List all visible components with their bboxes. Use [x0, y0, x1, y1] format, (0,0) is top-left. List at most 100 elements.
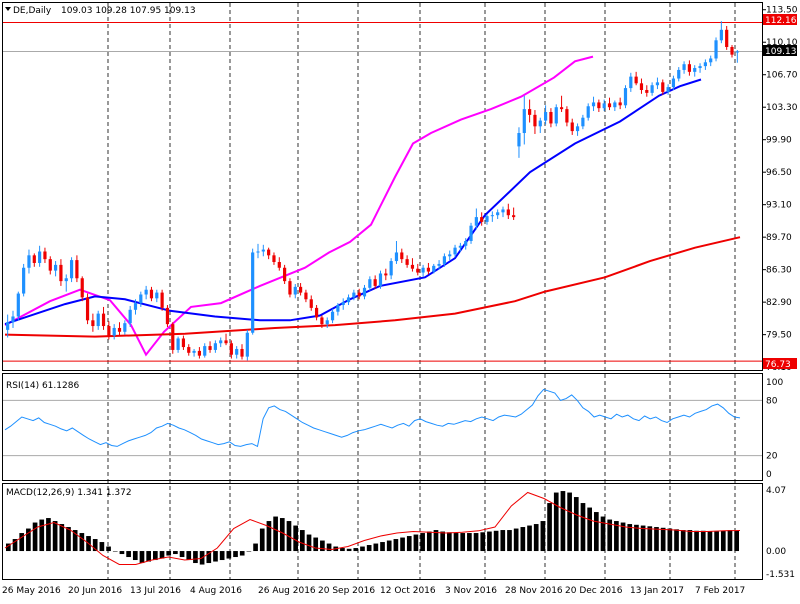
- macd-y-tick-label: 4.07: [766, 486, 786, 496]
- candle-body: [432, 265, 436, 272]
- macd-bar: [52, 521, 58, 552]
- candle-body: [634, 76, 638, 84]
- macd-bar: [413, 534, 419, 552]
- macd-bar: [487, 531, 492, 552]
- macd-bar: [380, 542, 385, 552]
- macd-bar: [159, 551, 165, 559]
- macd-bar: [39, 519, 45, 552]
- candle-body: [192, 350, 196, 353]
- macd-bar: [727, 530, 733, 552]
- candle-body: [341, 302, 345, 306]
- candle-body: [320, 317, 324, 325]
- macd-bar: [72, 530, 78, 552]
- macd-bar: [186, 551, 192, 561]
- symbol-label: DE,Daily: [13, 6, 52, 16]
- macd-bar: [360, 546, 365, 552]
- candle-body: [75, 260, 79, 279]
- candle-body: [575, 126, 580, 132]
- candle-body: [149, 289, 154, 299]
- macd-bar: [313, 537, 319, 552]
- candle-body: [421, 267, 425, 273]
- candle-body: [613, 102, 617, 108]
- macd-bar: [166, 551, 172, 556]
- candle-body: [80, 278, 84, 298]
- x-tick-label: 3 Nov 2016: [445, 586, 497, 596]
- macd-bar: [420, 533, 425, 552]
- candle-body: [474, 217, 478, 226]
- candle-body: [506, 209, 510, 216]
- macd-bar: [720, 530, 726, 552]
- macd-bar: [406, 536, 412, 552]
- rsi-header: RSI(14) 61.1286: [6, 381, 79, 391]
- y-tick-label: 89.70: [766, 233, 792, 243]
- candle-body: [352, 292, 356, 298]
- rsi-pane[interactable]: [2, 373, 763, 481]
- macd-bar: [647, 526, 653, 552]
- candle-body: [586, 106, 590, 118]
- candle-body: [437, 263, 441, 266]
- price-pane[interactable]: [2, 2, 763, 371]
- candle-body: [330, 311, 335, 321]
- x-tick-label: 4 Aug 2016: [190, 586, 242, 596]
- y-tick-label: 106.70: [766, 71, 798, 81]
- candle-body: [394, 252, 399, 262]
- candle-body: [570, 122, 574, 132]
- macd-bar: [6, 543, 11, 552]
- macd-bar: [106, 546, 111, 552]
- candle-body: [171, 324, 175, 350]
- candle-body: [735, 51, 739, 53]
- macd-bar: [540, 521, 546, 552]
- macd-bar: [580, 503, 586, 552]
- y-tick-label: 79.50: [766, 331, 792, 341]
- candle-body: [709, 58, 713, 63]
- macd-bar: [173, 551, 178, 555]
- x-tick-label: 20 Jun 2016: [68, 586, 122, 596]
- dropdown-triangle-icon[interactable]: [5, 7, 11, 11]
- rsi-y-tick-label: 100: [766, 378, 783, 388]
- price-level-lines: [3, 22, 762, 362]
- macd-bar: [480, 532, 486, 552]
- candle-body: [112, 327, 116, 336]
- macd-bar: [614, 521, 619, 552]
- candle-body: [458, 245, 462, 248]
- candle-body: [32, 255, 36, 263]
- candle-body: [203, 346, 207, 356]
- candle-body: [650, 85, 654, 93]
- candle-body: [517, 133, 521, 147]
- candle-body: [288, 281, 292, 295]
- candle-body: [139, 294, 143, 304]
- rsi-indicator: [3, 388, 762, 457]
- macd-bar: [680, 530, 686, 552]
- candle-body: [464, 240, 468, 246]
- rsi-y-tick-label: 0: [766, 470, 772, 480]
- macd-bar: [112, 551, 118, 552]
- macd-header: MACD(12,26,9) 1.341 1.372: [6, 488, 132, 498]
- candle-body: [309, 299, 313, 308]
- candle-body: [426, 267, 431, 272]
- y-tick-label: 99.90: [766, 136, 792, 146]
- x-tick-label: 13 Jul 2016: [130, 586, 181, 596]
- macd-bar: [634, 524, 639, 552]
- price-header: DE,Daily 109.03 109.28 107.95 109.13: [5, 6, 196, 16]
- candle-body: [256, 251, 260, 253]
- y-tick-label: 96.50: [766, 168, 792, 178]
- macd-bar: [594, 512, 599, 552]
- macd-bar: [660, 527, 666, 552]
- macd-bar: [32, 522, 38, 552]
- candle-body: [714, 40, 718, 59]
- macd-bar: [453, 533, 459, 552]
- candle-body: [496, 212, 500, 216]
- macd-bar: [233, 551, 238, 558]
- candle-body: [565, 109, 569, 123]
- macd-bar: [219, 551, 225, 561]
- macd-bar: [126, 551, 131, 558]
- macd-bar: [253, 543, 258, 552]
- candle-body: [538, 120, 542, 127]
- candle-body: [597, 102, 601, 109]
- macd-bar: [687, 530, 693, 552]
- candle-body: [43, 251, 47, 260]
- moving-average-line: [4, 55, 594, 357]
- candle-body: [400, 252, 404, 260]
